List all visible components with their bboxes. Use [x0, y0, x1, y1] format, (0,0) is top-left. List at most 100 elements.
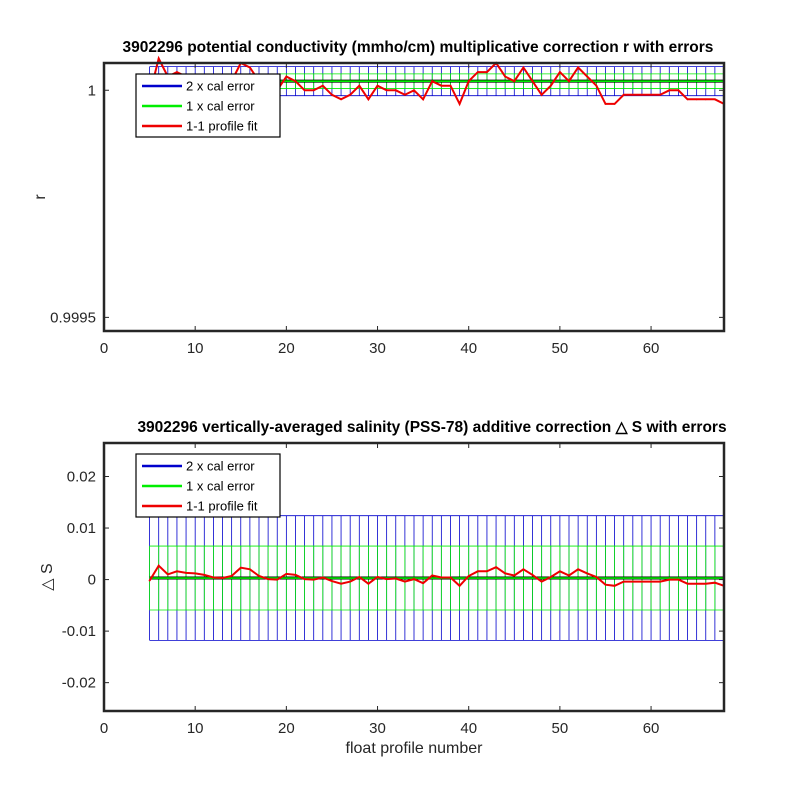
- profile-fit-point: [650, 580, 652, 583]
- profile-fit-point: [704, 582, 707, 585]
- x-tick-label: 10: [187, 340, 204, 357]
- x-tick-label: 40: [460, 340, 477, 357]
- y-tick-label: 0: [88, 572, 96, 589]
- profile-fit-point: [540, 580, 543, 583]
- profile-fit-point: [267, 578, 270, 580]
- profile-fit-point: [467, 80, 470, 83]
- profile-fit-point: [285, 573, 288, 575]
- profile-fit-point: [686, 582, 689, 585]
- profile-fit-point: [340, 582, 342, 585]
- profile-fit-point: [431, 80, 434, 83]
- profile-fit-point: [248, 568, 251, 571]
- profile-fit-point: [504, 75, 507, 78]
- profile-fit-point: [331, 580, 333, 583]
- profile-fit-point: [403, 93, 406, 96]
- legend-label: 1-1 profile fit: [186, 119, 258, 134]
- profile-fit-point: [157, 57, 160, 60]
- axes-frame: [102, 61, 726, 333]
- profile-fit-point: [385, 578, 388, 580]
- profile-fit-point: [176, 71, 178, 73]
- profile-fit-point: [422, 582, 425, 585]
- profile-fit-point: [604, 102, 607, 105]
- profile-fit-point: [522, 568, 525, 571]
- x-tick-label: 40: [460, 720, 477, 737]
- profile-fit-point: [148, 579, 151, 582]
- profile-fit-point: [568, 80, 570, 83]
- x-tick-label: 50: [552, 720, 569, 737]
- profile-fit-point: [440, 84, 443, 87]
- profile-fit-point: [577, 66, 580, 69]
- profile-fit-point: [613, 584, 616, 587]
- profile-fit-point: [221, 577, 224, 579]
- profile-fit-point: [385, 89, 388, 92]
- profile-fit-point: [349, 93, 352, 96]
- legend-label: 1-1 profile fit: [186, 499, 258, 514]
- top-chart-title: 3902296 potential conductivity (mmho/cm)…: [123, 39, 714, 56]
- profile-fit-point: [458, 584, 461, 587]
- profile-fit-point: [358, 84, 361, 87]
- plot-area: [148, 515, 725, 641]
- profile-fit-point: [440, 576, 443, 579]
- profile-fit-point: [540, 93, 543, 96]
- x-tick-label: 30: [369, 720, 386, 737]
- profile-fit-point: [659, 93, 662, 96]
- x-tick-label: 30: [369, 340, 386, 357]
- profile-fit-point: [248, 66, 251, 69]
- profile-fit-point: [495, 566, 497, 569]
- profile-fit-point: [641, 93, 643, 96]
- profile-fit-point: [695, 98, 698, 101]
- x-tick-label: 10: [187, 720, 204, 737]
- profile-fit-point: [668, 578, 671, 581]
- bottom-x-axis-label: float profile number: [346, 740, 484, 757]
- profile-fit-points: [148, 564, 725, 587]
- profile-fit-point: [458, 102, 461, 105]
- axes-frame: [102, 441, 726, 713]
- legend-label: 2 x cal error: [186, 459, 255, 474]
- bottom-chart-title: 3902296 vertically-averaged salinity (PS…: [137, 419, 726, 436]
- profile-fit-point: [376, 84, 379, 87]
- profile-fit-point: [549, 576, 552, 578]
- profile-fit-point: [185, 571, 187, 574]
- profile-fit-line: [148, 55, 725, 107]
- profile-fit-point: [577, 568, 580, 571]
- profile-fit-point: [631, 580, 634, 583]
- profile-fit-point: [413, 89, 415, 92]
- top-y-axis-label: r: [32, 194, 49, 200]
- y-tick-label: -0.01: [62, 623, 96, 640]
- profile-fit-point: [194, 572, 197, 575]
- y-tick-label: 1: [88, 82, 96, 99]
- profile-fit-point: [522, 66, 525, 69]
- profile-fit-point: [358, 576, 361, 578]
- profile-fit-point: [677, 89, 680, 92]
- x-tick-label: 0: [100, 720, 108, 737]
- profile-fit-point: [394, 89, 397, 92]
- profile-fit-point: [422, 98, 425, 101]
- legend: 2 x cal error 1 x cal error 1-1 profile fi…: [135, 73, 281, 138]
- profile-fit-point: [486, 71, 488, 73]
- profile-fit-point: [513, 574, 516, 577]
- profile-fit-point: [294, 574, 297, 576]
- bottom-panel: 3902296 vertically-averaged salinity (PS…: [39, 419, 727, 757]
- profile-fit-point: [449, 576, 452, 579]
- profile-fit-point: [303, 578, 306, 580]
- profile-fit-point: [668, 89, 671, 92]
- profile-fit-point: [549, 84, 552, 87]
- top-panel: 3902296 potential conductivity (mmho/cm)…: [32, 39, 726, 357]
- profile-fit-point: [595, 576, 598, 578]
- profile-fit-point: [176, 570, 178, 573]
- profile-fit-point: [713, 98, 716, 101]
- profile-fit-point: [695, 582, 698, 585]
- profile-fit-point: [431, 574, 434, 577]
- profile-fit-point: [504, 572, 507, 575]
- x-tick-label: 20: [278, 340, 295, 357]
- profile-fit-point: [467, 575, 470, 577]
- profile-fit-point: [212, 576, 215, 579]
- legend: 2 x cal error 1 x cal error 1-1 profile fi…: [135, 453, 281, 518]
- x-tick-label: 50: [552, 340, 569, 357]
- y-tick-label: 0.9995: [50, 309, 96, 326]
- profile-fit-point: [367, 98, 370, 101]
- profile-fit-point: [340, 98, 342, 101]
- profile-fit-point: [367, 582, 370, 585]
- bottom-y-axis-label: △ S: [39, 563, 56, 590]
